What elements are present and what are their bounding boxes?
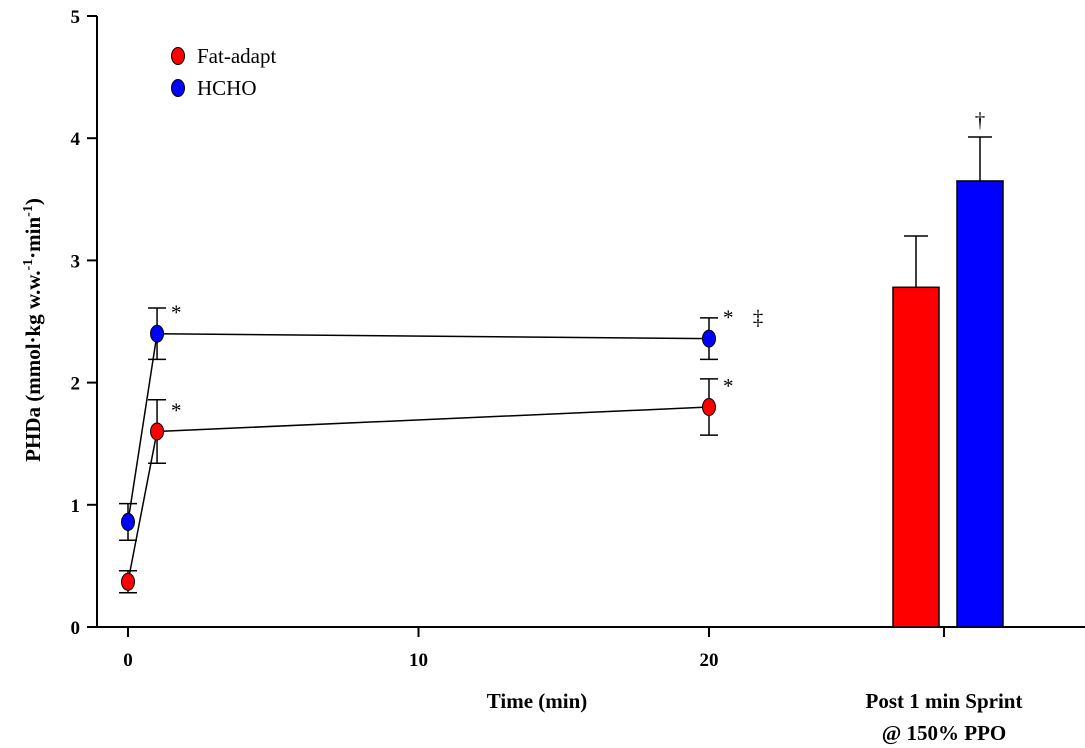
y-tick-label-4: 4 [71, 129, 81, 150]
legend-marker-hcho [171, 79, 185, 97]
legend: Fat-adapt HCHO [171, 44, 276, 100]
legend-marker-fat-adapt [171, 47, 185, 65]
bar-annotation-hcho: † [975, 108, 986, 132]
point-hcho-2 [702, 329, 716, 348]
annotation-hcho-2: * ‡ [723, 306, 763, 330]
x-axis-title: Time (min) [487, 689, 588, 713]
y-tick-label-1: 1 [71, 496, 81, 517]
bar-fat-adapt [892, 286, 940, 628]
point-fat-adapt-1 [150, 422, 165, 441]
bar-category-label-line1: Post 1 min Sprint [866, 689, 1023, 713]
y-tick-label-3: 3 [71, 251, 81, 272]
y-axis-title-main: PHDa (mmol·kg w.w. [21, 271, 45, 462]
bar-category-label-line2: @ 150% PPO [882, 721, 1007, 745]
y-tick-label-2: 2 [71, 374, 81, 395]
x-tick-label-0: 0 [123, 650, 133, 671]
annotation-fat-adapt-2: * [723, 374, 734, 398]
y-axis-title-mid: ·min [21, 217, 45, 259]
y-tick-label-5: 5 [71, 7, 81, 28]
y-axis-title: PHDa (mmol·kg w.w.-1·min-1) [21, 198, 45, 462]
y-tick-label-0: 0 [71, 618, 81, 639]
y-axis-title-sup2: -1 [21, 205, 36, 217]
y-axis-title-end: ) [21, 198, 45, 205]
legend-label-hcho: HCHO [197, 76, 257, 100]
point-fat-adapt-2 [702, 398, 716, 417]
point-hcho-0 [121, 512, 135, 531]
annotation-fat-adapt-1: * [171, 398, 182, 422]
bar-hcho [956, 180, 1004, 628]
line-series-layer: * * * * ‡ [119, 301, 763, 594]
point-fat-adapt-0 [121, 572, 135, 591]
y-axis-ticks: 0 1 2 3 4 5 [71, 7, 97, 639]
x-tick-label-10: 10 [409, 650, 428, 671]
bar-layer: † [892, 108, 1004, 628]
annotation-hcho-1: * [171, 301, 182, 325]
series-line-fat-adapt [127, 406, 710, 582]
x-tick-label-20: 20 [700, 650, 719, 671]
point-hcho-1 [150, 324, 165, 343]
x-axis-ticks: 0 10 20 [123, 627, 945, 671]
legend-label-fat-adapt: Fat-adapt [197, 44, 276, 68]
series-line-hcho [127, 332, 710, 523]
y-axis-title-sup1: -1 [21, 259, 36, 271]
